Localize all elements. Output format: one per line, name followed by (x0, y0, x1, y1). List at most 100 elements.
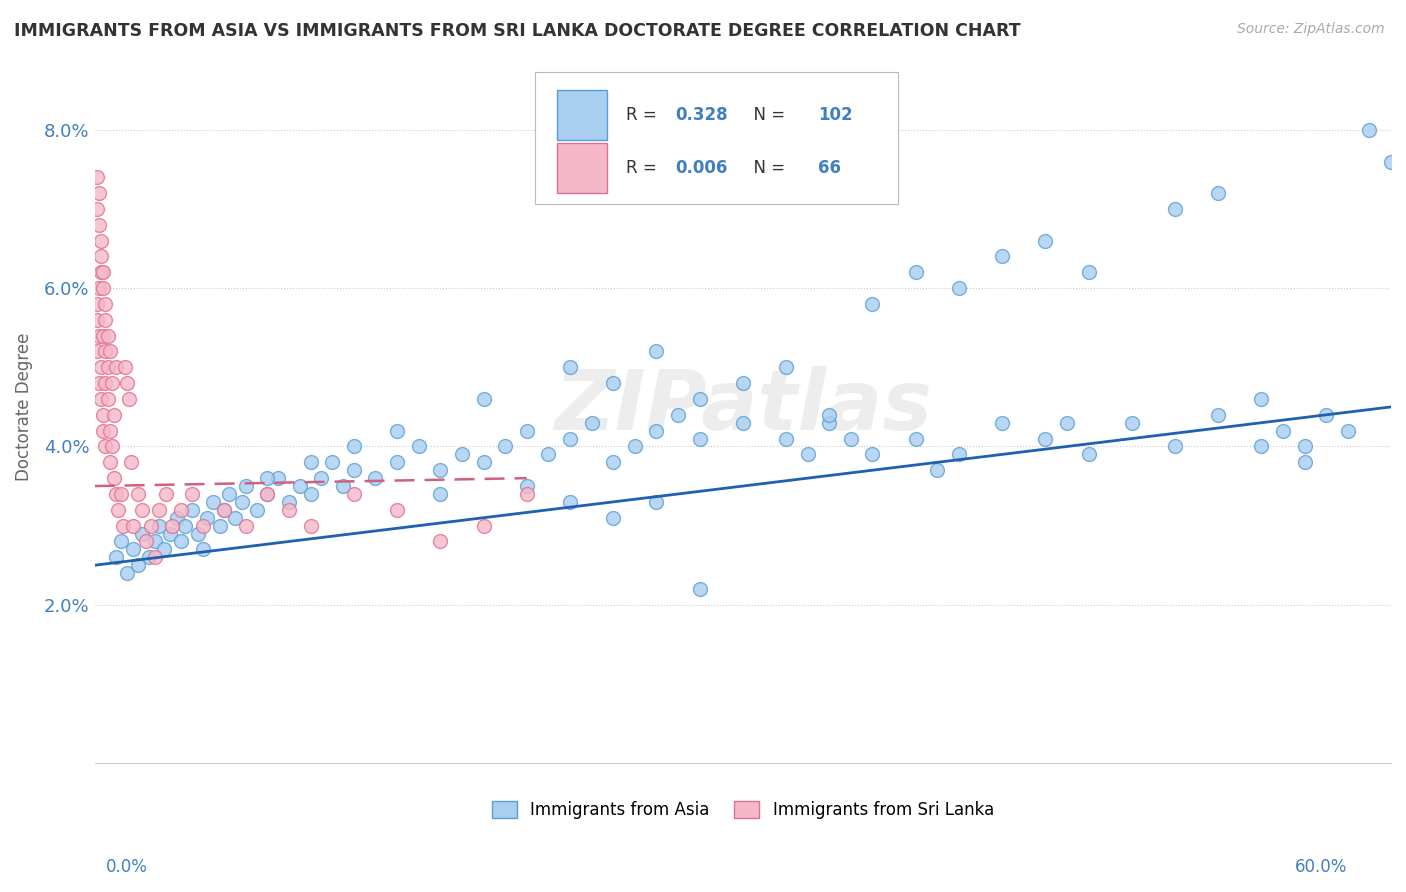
Point (1164, 440, 1187, 454)
Point (364, 471, 387, 485)
Point (256, 471, 278, 485)
Point (218, 487, 240, 501)
Point (278, 503, 301, 517)
Point (494, 440, 516, 454)
Point (321, 455, 343, 469)
Point (170, 534, 193, 549)
Point (212, 503, 235, 517)
Point (191, 542, 214, 557)
Text: Source: ZipAtlas.com: Source: ZipAtlas.com (1237, 22, 1385, 37)
Point (105, 487, 128, 501)
Text: N =: N = (742, 106, 790, 124)
Point (246, 503, 269, 517)
Point (1358, 123, 1381, 137)
Point (143, 534, 166, 549)
Point (1271, 424, 1294, 438)
Text: IMMIGRANTS FROM ASIA VS IMMIGRANTS FROM SRI LANKA DOCTORATE DEGREE CORRELATION C: IMMIGRANTS FROM ASIA VS IMMIGRANTS FROM … (14, 22, 1021, 40)
Point (516, 487, 538, 501)
Point (311, 471, 333, 485)
Point (235, 479, 257, 493)
Point (91, 265, 114, 279)
Point (775, 360, 797, 375)
Legend: Immigrants from Asia, Immigrants from Sri Lanka: Immigrants from Asia, Immigrants from Sr… (485, 795, 1001, 826)
Point (904, 265, 927, 279)
Point (107, 503, 129, 517)
Point (90, 360, 112, 375)
Text: 0.006: 0.006 (675, 160, 728, 178)
Point (87, 218, 110, 232)
Point (299, 455, 322, 469)
Point (97, 392, 120, 406)
Point (101, 376, 124, 391)
Point (288, 479, 311, 493)
Point (537, 447, 560, 461)
Point (174, 518, 197, 533)
Point (139, 518, 162, 533)
Point (385, 424, 408, 438)
Point (148, 518, 170, 533)
Point (131, 503, 153, 517)
Point (122, 518, 145, 533)
Point (187, 526, 209, 541)
Text: 0.328: 0.328 (675, 106, 728, 124)
Point (91, 408, 114, 422)
Point (1056, 416, 1078, 430)
Point (97, 328, 120, 343)
Point (1033, 234, 1056, 248)
Point (862, 297, 884, 311)
Point (162, 518, 184, 533)
Point (87, 376, 110, 391)
Point (408, 440, 430, 454)
Point (152, 542, 174, 557)
Point (1294, 455, 1316, 469)
Point (991, 416, 1014, 430)
Point (143, 550, 166, 565)
Point (818, 416, 841, 430)
Point (1250, 440, 1272, 454)
Point (689, 392, 711, 406)
Point (516, 424, 538, 438)
Text: 66: 66 (818, 160, 841, 178)
Point (343, 463, 366, 477)
Point (94, 313, 117, 327)
Point (1077, 265, 1099, 279)
Point (731, 416, 754, 430)
Point (94, 440, 117, 454)
Point (299, 518, 322, 533)
Point (775, 432, 797, 446)
Point (645, 495, 668, 509)
Point (90, 265, 112, 279)
Point (111, 518, 134, 533)
Point (122, 542, 145, 557)
Point (127, 558, 149, 573)
Point (623, 440, 645, 454)
Point (94, 376, 117, 391)
Point (666, 408, 689, 422)
Point (231, 495, 253, 509)
Point (235, 518, 257, 533)
Point (1379, 154, 1402, 169)
Point (451, 447, 474, 461)
Point (94, 344, 117, 359)
Point (91, 281, 114, 295)
Point (212, 503, 235, 517)
Point (170, 503, 193, 517)
Point (689, 432, 711, 446)
Point (731, 376, 754, 391)
Point (299, 487, 322, 501)
Point (1121, 416, 1143, 430)
Point (90, 234, 112, 248)
Point (103, 408, 125, 422)
Point (385, 455, 408, 469)
Point (904, 432, 927, 446)
Point (602, 376, 624, 391)
Point (180, 487, 202, 501)
Point (343, 440, 366, 454)
Point (991, 250, 1014, 264)
Point (120, 455, 142, 469)
Point (202, 495, 225, 509)
Point (343, 487, 366, 501)
Text: R =: R = (626, 106, 662, 124)
Point (948, 447, 970, 461)
Point (645, 344, 668, 359)
